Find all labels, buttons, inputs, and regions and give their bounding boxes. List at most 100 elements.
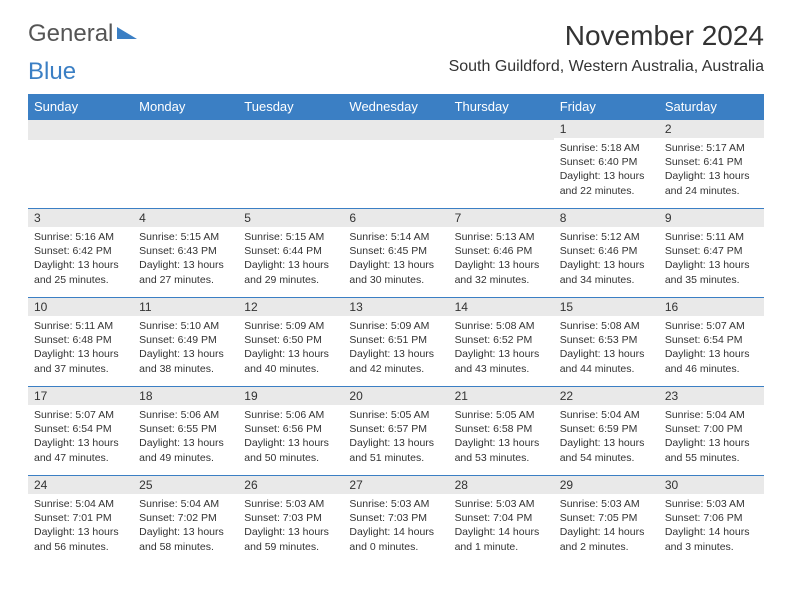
sunrise-text: Sunrise: 5:05 AM bbox=[455, 408, 548, 422]
day-info: Sunrise: 5:11 AMSunset: 6:48 PMDaylight:… bbox=[28, 316, 133, 380]
day-info: Sunrise: 5:12 AMSunset: 6:46 PMDaylight:… bbox=[554, 227, 659, 291]
sunrise-text: Sunrise: 5:07 AM bbox=[665, 319, 758, 333]
sunrise-text: Sunrise: 5:08 AM bbox=[455, 319, 548, 333]
sunrise-text: Sunrise: 5:05 AM bbox=[349, 408, 442, 422]
sunrise-text: Sunrise: 5:03 AM bbox=[349, 497, 442, 511]
calendar-cell: 27Sunrise: 5:03 AMSunset: 7:03 PMDayligh… bbox=[343, 476, 448, 565]
day-info: Sunrise: 5:09 AMSunset: 6:50 PMDaylight:… bbox=[238, 316, 343, 380]
sunset-text: Sunset: 7:06 PM bbox=[665, 511, 758, 525]
day-info: Sunrise: 5:04 AMSunset: 6:59 PMDaylight:… bbox=[554, 405, 659, 469]
sunset-text: Sunset: 6:57 PM bbox=[349, 422, 442, 436]
day-number: 26 bbox=[238, 476, 343, 494]
calendar-cell: 11Sunrise: 5:10 AMSunset: 6:49 PMDayligh… bbox=[133, 298, 238, 387]
day-number: 6 bbox=[343, 209, 448, 227]
sunrise-text: Sunrise: 5:08 AM bbox=[560, 319, 653, 333]
day-number bbox=[343, 120, 448, 140]
day-info: Sunrise: 5:03 AMSunset: 7:03 PMDaylight:… bbox=[238, 494, 343, 558]
calendar-row: 1Sunrise: 5:18 AMSunset: 6:40 PMDaylight… bbox=[28, 120, 764, 209]
sunrise-text: Sunrise: 5:15 AM bbox=[139, 230, 232, 244]
calendar-cell: 16Sunrise: 5:07 AMSunset: 6:54 PMDayligh… bbox=[659, 298, 764, 387]
sunset-text: Sunset: 6:46 PM bbox=[455, 244, 548, 258]
calendar-cell: 13Sunrise: 5:09 AMSunset: 6:51 PMDayligh… bbox=[343, 298, 448, 387]
day-number: 13 bbox=[343, 298, 448, 316]
day-number: 21 bbox=[449, 387, 554, 405]
sunset-text: Sunset: 7:04 PM bbox=[455, 511, 548, 525]
calendar-cell: 3Sunrise: 5:16 AMSunset: 6:42 PMDaylight… bbox=[28, 209, 133, 298]
day-number: 2 bbox=[659, 120, 764, 138]
daylight-text: Daylight: 13 hours and 27 minutes. bbox=[139, 258, 232, 286]
day-info: Sunrise: 5:03 AMSunset: 7:05 PMDaylight:… bbox=[554, 494, 659, 558]
daylight-text: Daylight: 13 hours and 40 minutes. bbox=[244, 347, 337, 375]
sunset-text: Sunset: 6:53 PM bbox=[560, 333, 653, 347]
sunset-text: Sunset: 6:44 PM bbox=[244, 244, 337, 258]
daylight-text: Daylight: 14 hours and 1 minute. bbox=[455, 525, 548, 553]
calendar-cell: 24Sunrise: 5:04 AMSunset: 7:01 PMDayligh… bbox=[28, 476, 133, 565]
sunrise-text: Sunrise: 5:12 AM bbox=[560, 230, 653, 244]
calendar-cell: 7Sunrise: 5:13 AMSunset: 6:46 PMDaylight… bbox=[449, 209, 554, 298]
day-info: Sunrise: 5:15 AMSunset: 6:43 PMDaylight:… bbox=[133, 227, 238, 291]
calendar-row: 17Sunrise: 5:07 AMSunset: 6:54 PMDayligh… bbox=[28, 387, 764, 476]
calendar-cell: 19Sunrise: 5:06 AMSunset: 6:56 PMDayligh… bbox=[238, 387, 343, 476]
sunset-text: Sunset: 6:42 PM bbox=[34, 244, 127, 258]
day-info: Sunrise: 5:18 AMSunset: 6:40 PMDaylight:… bbox=[554, 138, 659, 202]
calendar-cell: 20Sunrise: 5:05 AMSunset: 6:57 PMDayligh… bbox=[343, 387, 448, 476]
day-number: 10 bbox=[28, 298, 133, 316]
calendar-cell bbox=[28, 120, 133, 209]
calendar-cell: 5Sunrise: 5:15 AMSunset: 6:44 PMDaylight… bbox=[238, 209, 343, 298]
calendar-cell: 12Sunrise: 5:09 AMSunset: 6:50 PMDayligh… bbox=[238, 298, 343, 387]
day-number: 1 bbox=[554, 120, 659, 138]
day-number: 4 bbox=[133, 209, 238, 227]
calendar-row: 10Sunrise: 5:11 AMSunset: 6:48 PMDayligh… bbox=[28, 298, 764, 387]
calendar-cell: 10Sunrise: 5:11 AMSunset: 6:48 PMDayligh… bbox=[28, 298, 133, 387]
daylight-text: Daylight: 13 hours and 24 minutes. bbox=[665, 169, 758, 197]
sunset-text: Sunset: 7:05 PM bbox=[560, 511, 653, 525]
day-info: Sunrise: 5:13 AMSunset: 6:46 PMDaylight:… bbox=[449, 227, 554, 291]
day-number: 19 bbox=[238, 387, 343, 405]
daylight-text: Daylight: 13 hours and 35 minutes. bbox=[665, 258, 758, 286]
day-info: Sunrise: 5:03 AMSunset: 7:06 PMDaylight:… bbox=[659, 494, 764, 558]
calendar-body: 1Sunrise: 5:18 AMSunset: 6:40 PMDaylight… bbox=[28, 120, 764, 565]
day-info: Sunrise: 5:09 AMSunset: 6:51 PMDaylight:… bbox=[343, 316, 448, 380]
calendar-cell: 26Sunrise: 5:03 AMSunset: 7:03 PMDayligh… bbox=[238, 476, 343, 565]
sunrise-text: Sunrise: 5:03 AM bbox=[560, 497, 653, 511]
daylight-text: Daylight: 13 hours and 54 minutes. bbox=[560, 436, 653, 464]
day-info: Sunrise: 5:03 AMSunset: 7:04 PMDaylight:… bbox=[449, 494, 554, 558]
day-number bbox=[133, 120, 238, 140]
calendar-row: 24Sunrise: 5:04 AMSunset: 7:01 PMDayligh… bbox=[28, 476, 764, 565]
daylight-text: Daylight: 13 hours and 22 minutes. bbox=[560, 169, 653, 197]
day-number bbox=[449, 120, 554, 140]
sunrise-text: Sunrise: 5:14 AM bbox=[349, 230, 442, 244]
day-number: 23 bbox=[659, 387, 764, 405]
day-info: Sunrise: 5:04 AMSunset: 7:02 PMDaylight:… bbox=[133, 494, 238, 558]
sunrise-text: Sunrise: 5:10 AM bbox=[139, 319, 232, 333]
day-number: 18 bbox=[133, 387, 238, 405]
sunrise-text: Sunrise: 5:04 AM bbox=[665, 408, 758, 422]
sunrise-text: Sunrise: 5:17 AM bbox=[665, 141, 758, 155]
sunrise-text: Sunrise: 5:04 AM bbox=[560, 408, 653, 422]
day-number bbox=[28, 120, 133, 140]
daylight-text: Daylight: 13 hours and 56 minutes. bbox=[34, 525, 127, 553]
calendar-page: General November 2024 South Guildford, W… bbox=[0, 0, 792, 584]
day-number: 22 bbox=[554, 387, 659, 405]
calendar-cell bbox=[343, 120, 448, 209]
daylight-text: Daylight: 13 hours and 29 minutes. bbox=[244, 258, 337, 286]
calendar-cell: 6Sunrise: 5:14 AMSunset: 6:45 PMDaylight… bbox=[343, 209, 448, 298]
day-info: Sunrise: 5:11 AMSunset: 6:47 PMDaylight:… bbox=[659, 227, 764, 291]
sunset-text: Sunset: 6:54 PM bbox=[665, 333, 758, 347]
sunset-text: Sunset: 7:02 PM bbox=[139, 511, 232, 525]
daylight-text: Daylight: 14 hours and 3 minutes. bbox=[665, 525, 758, 553]
day-info: Sunrise: 5:08 AMSunset: 6:52 PMDaylight:… bbox=[449, 316, 554, 380]
day-info: Sunrise: 5:05 AMSunset: 6:57 PMDaylight:… bbox=[343, 405, 448, 469]
sunrise-text: Sunrise: 5:11 AM bbox=[34, 319, 127, 333]
sunset-text: Sunset: 6:40 PM bbox=[560, 155, 653, 169]
calendar-cell: 25Sunrise: 5:04 AMSunset: 7:02 PMDayligh… bbox=[133, 476, 238, 565]
daylight-text: Daylight: 13 hours and 44 minutes. bbox=[560, 347, 653, 375]
sunrise-text: Sunrise: 5:04 AM bbox=[139, 497, 232, 511]
calendar-head: Sunday Monday Tuesday Wednesday Thursday… bbox=[28, 94, 764, 120]
daylight-text: Daylight: 13 hours and 58 minutes. bbox=[139, 525, 232, 553]
calendar-cell: 8Sunrise: 5:12 AMSunset: 6:46 PMDaylight… bbox=[554, 209, 659, 298]
calendar-cell: 4Sunrise: 5:15 AMSunset: 6:43 PMDaylight… bbox=[133, 209, 238, 298]
col-monday: Monday bbox=[133, 94, 238, 120]
day-number: 8 bbox=[554, 209, 659, 227]
sunrise-text: Sunrise: 5:13 AM bbox=[455, 230, 548, 244]
